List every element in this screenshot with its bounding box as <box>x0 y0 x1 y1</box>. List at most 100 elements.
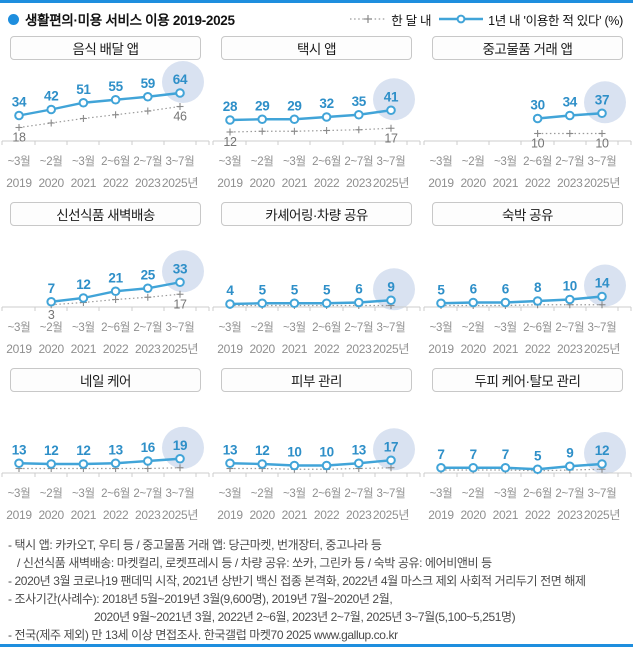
dotted-line-swatch <box>350 15 387 23</box>
x-year-label: 2019 <box>217 176 243 190</box>
highlight-circle <box>162 250 204 293</box>
x-year-label: 2020 <box>249 508 275 522</box>
x-year-label: 2025년 <box>373 176 409 190</box>
x-month-label: ~3월 <box>219 487 242 500</box>
dotted-series-line <box>18 105 181 129</box>
data-point-marker <box>354 109 364 120</box>
x-year-label: 2020 <box>249 342 275 356</box>
x-month-label: 2~6월 <box>312 155 341 168</box>
x-year-label: 2019 <box>428 342 454 356</box>
value-label: 14 <box>595 276 610 291</box>
data-point-marker <box>257 459 268 469</box>
data-point-marker <box>110 94 121 105</box>
x-year-label: 2021 <box>71 508 97 522</box>
x-year-label: 2022 <box>314 508 340 522</box>
footnote-line: - 2020년 3월 코로나19 팬데믹 시작, 2021년 상반기 백신 접종… <box>8 574 586 588</box>
x-year-label: 2020 <box>460 176 486 190</box>
x-month-label: ~3월 <box>72 321 95 334</box>
x-month-label: ~2월 <box>40 487 63 500</box>
x-month-label: ~2월 <box>251 487 274 500</box>
value-label: 34 <box>12 95 27 110</box>
chart-title: 피부 관리 <box>291 374 342 389</box>
x-month-label: 3~7월 <box>588 155 617 168</box>
legend-monthly-label: 한 달 내 <box>391 13 432 28</box>
value-label: 33 <box>173 261 188 276</box>
x-month-label: 2~7월 <box>344 487 373 500</box>
data-point-marker <box>289 460 300 471</box>
x-year-label: 2022 <box>525 342 551 356</box>
solid-series-line <box>229 299 392 306</box>
dotted-series-line <box>19 467 181 470</box>
data-point-marker <box>225 115 235 125</box>
x-month-label: ~3월 <box>430 155 453 168</box>
data-point-marker <box>110 458 121 469</box>
value-label: 9 <box>387 279 394 294</box>
x-year-label: 2022 <box>103 508 129 522</box>
legend-item-monthly: 한 달 내 <box>350 10 431 29</box>
chart-plot: 4 5 5 5 6 9 ~3월 ~2월 ~3월 2~6월 2~7월 3~7월 2019 2020 2021 2… <box>212 268 421 356</box>
value-label: 25 <box>141 267 156 282</box>
data-point-marker <box>597 291 607 302</box>
data-point-marker <box>500 462 511 473</box>
x-year-label: 2020 <box>249 176 275 190</box>
data-point-marker <box>175 88 185 98</box>
value-label: 7 <box>437 447 444 462</box>
value-label: 42 <box>44 89 58 104</box>
x-year-label: 2019 <box>6 176 32 190</box>
value-label: 16 <box>141 440 156 455</box>
x-month-label: 2~7월 <box>133 487 162 500</box>
title-wrap: 생활편의·미용 서비스 이용 2019-2025 <box>8 9 235 29</box>
x-month-label: 2~6월 <box>101 487 130 500</box>
x-month-label: ~3월 <box>8 155 31 168</box>
dotted-value-label: 17 <box>173 297 187 311</box>
value-label: 19 <box>173 438 187 453</box>
data-point-marker <box>46 104 57 115</box>
x-year-label: 2023 <box>346 176 372 190</box>
value-label: 59 <box>141 76 155 91</box>
data-point-marker <box>78 97 89 108</box>
data-point-marker <box>143 456 153 466</box>
data-point-marker <box>532 464 543 475</box>
data-point-marker <box>321 112 332 122</box>
value-label: 5 <box>534 448 542 463</box>
data-point-marker <box>14 110 24 121</box>
x-month-label: ~3월 <box>430 321 453 334</box>
x-month-label: ~2월 <box>462 155 485 168</box>
x-month-label: 2~7월 <box>555 487 584 500</box>
x-month-label: 2~6월 <box>312 321 341 334</box>
x-month-label: ~3월 <box>283 487 306 500</box>
footnote-line: - 조사기간(사례수): 2018년 5월~2019년 3월(9,600명), … <box>8 592 393 606</box>
chart-title: 중고물품 거래 앱 <box>482 42 573 57</box>
x-month-label: ~3월 <box>72 155 95 168</box>
footnote-line: - 택시 앱: 카카오T, 우티 등 / 중고물품 거래 앱: 당근마켓, 번개… <box>8 538 382 552</box>
x-year-label: 2025년 <box>584 176 620 190</box>
value-label: 64 <box>173 72 188 87</box>
x-month-label: ~3월 <box>8 321 31 334</box>
dotted-value-label: 3 <box>48 308 55 322</box>
x-year-label: 2023 <box>557 342 583 356</box>
x-month-label: 3~7월 <box>377 321 406 334</box>
x-month-label: 2~6월 <box>523 321 552 334</box>
x-year-label: 2022 <box>525 508 551 522</box>
value-label: 32 <box>319 96 333 111</box>
x-year-label: 2019 <box>217 342 243 356</box>
value-label: 12 <box>255 443 269 458</box>
data-point-marker <box>386 105 396 116</box>
dotted-value-label: 18 <box>12 131 26 145</box>
data-point-marker <box>500 297 511 308</box>
value-label: 4 <box>226 283 234 298</box>
chart-title: 택시 앱 <box>296 42 337 57</box>
value-label: 6 <box>470 282 478 297</box>
data-point-marker <box>225 458 235 469</box>
data-point-marker <box>321 460 332 471</box>
x-month-label: ~3월 <box>72 487 95 500</box>
x-year-label: 2021 <box>282 176 308 190</box>
chart-title: 음식 배달 앱 <box>72 42 139 57</box>
value-label: 30 <box>530 98 544 113</box>
value-label: 5 <box>259 282 267 297</box>
data-point-marker <box>143 91 153 102</box>
value-label: 6 <box>355 282 363 297</box>
x-month-label: 2~7월 <box>555 321 584 334</box>
dotted-value-label: 10 <box>595 137 609 151</box>
data-point-marker <box>468 297 479 308</box>
